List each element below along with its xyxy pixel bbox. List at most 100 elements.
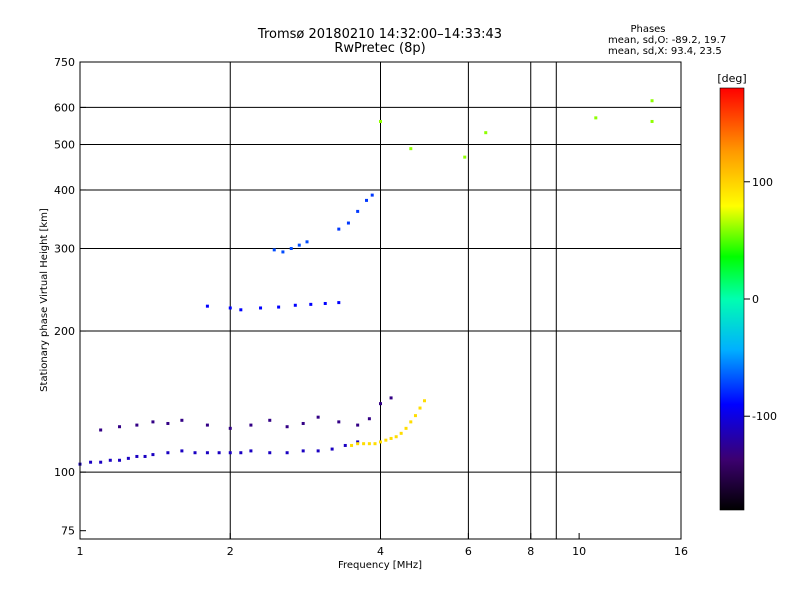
data-point (309, 302, 313, 306)
y-tick-label: 750 (54, 56, 75, 69)
data-point (418, 406, 422, 410)
y-axis-label: Stationary phase Virtual Height [km] (39, 208, 50, 392)
data-point (205, 304, 209, 308)
data-point (365, 198, 369, 202)
data-point (135, 423, 139, 427)
data-point (285, 451, 289, 455)
data-point (205, 451, 209, 455)
data-point (108, 458, 112, 462)
y-tick-label: 500 (54, 139, 75, 152)
data-point (228, 451, 232, 455)
stats-line-x: mean, sd,X: 93.4, 23.5 (608, 46, 722, 57)
data-point (356, 440, 360, 444)
x-tick-label: 2 (227, 545, 234, 558)
data-point (249, 423, 253, 427)
data-point (259, 306, 263, 310)
data-point (228, 306, 232, 310)
data-point (484, 131, 488, 135)
data-point (343, 443, 347, 447)
colorbar-tick-label: 0 (752, 293, 759, 306)
data-point (463, 155, 467, 159)
data-point (330, 447, 334, 451)
y-tick-label: 400 (54, 184, 75, 197)
x-tick-label: 8 (527, 545, 534, 558)
stats-heading: Phases (630, 24, 665, 35)
data-point (422, 399, 426, 403)
x-tick-label: 6 (465, 545, 472, 558)
data-point (99, 428, 103, 432)
data-point (367, 442, 371, 446)
data-point (118, 458, 122, 462)
data-point (151, 420, 155, 424)
y-axis-ticks: 75 100 200 300 400 500 600 750 (54, 56, 86, 538)
colorbar-tick-label: 100 (752, 176, 773, 189)
colorbar-ticks: 100 0 -100 (744, 176, 777, 423)
data-point (323, 301, 327, 305)
data-point (409, 420, 413, 424)
data-point (337, 420, 341, 424)
data-point (285, 425, 289, 429)
data-point (301, 449, 305, 453)
data-point (268, 451, 272, 455)
data-point (305, 240, 309, 244)
data-point (379, 119, 382, 123)
y-tick-label: 200 (54, 325, 75, 338)
data-point (281, 250, 285, 254)
chart-title: Tromsø 20180210 14:32:00–14:33:43 (257, 27, 502, 42)
data-point (239, 451, 243, 455)
colorbar-label: [deg] (717, 72, 746, 85)
data-point (193, 451, 197, 455)
y-tick-label: 100 (54, 466, 75, 479)
data-point (239, 308, 243, 312)
grid-lines (80, 62, 681, 539)
data-point (297, 243, 301, 247)
data-point (301, 421, 305, 425)
data-point (650, 99, 654, 103)
data-point (356, 423, 360, 427)
data-point (316, 415, 320, 419)
data-point (180, 449, 184, 453)
data-point (350, 443, 354, 447)
data-point (180, 418, 184, 422)
colorbar (719, 87, 745, 511)
data-point (356, 442, 360, 446)
data-point (217, 451, 221, 455)
data-point (399, 431, 403, 435)
data-point (356, 209, 360, 213)
data-point (143, 454, 147, 458)
y-tick-label: 600 (54, 101, 75, 114)
data-point (118, 425, 122, 429)
data-points (78, 99, 654, 466)
data-point (166, 451, 170, 455)
data-point (99, 460, 103, 464)
data-point (205, 423, 209, 427)
data-point (316, 449, 320, 453)
data-point (413, 414, 417, 418)
data-point (384, 438, 388, 442)
data-point (135, 454, 139, 458)
x-tick-label: 1 (77, 545, 84, 558)
data-point (166, 421, 170, 425)
data-point (370, 193, 374, 197)
data-point (89, 460, 93, 464)
chart-subtitle: RwPretec (8p) (334, 41, 425, 56)
data-point (337, 227, 341, 231)
x-tick-label: 10 (572, 545, 586, 558)
data-point (367, 417, 371, 421)
data-point (379, 402, 382, 406)
data-point (650, 119, 654, 123)
data-point (272, 248, 276, 252)
data-point (337, 301, 341, 305)
data-point (594, 116, 598, 120)
data-point (404, 426, 408, 430)
data-point (293, 303, 297, 307)
x-tick-label: 4 (377, 545, 384, 558)
data-point (373, 442, 377, 446)
data-point (379, 440, 382, 444)
x-axis-label: Frequency [MHz] (338, 560, 422, 571)
y-tick-label: 300 (54, 243, 75, 256)
colorbar-tick-label: -100 (752, 410, 777, 423)
x-axis-ticks: 1 2 4 6 8 10 16 (77, 533, 688, 558)
data-point (249, 449, 253, 453)
